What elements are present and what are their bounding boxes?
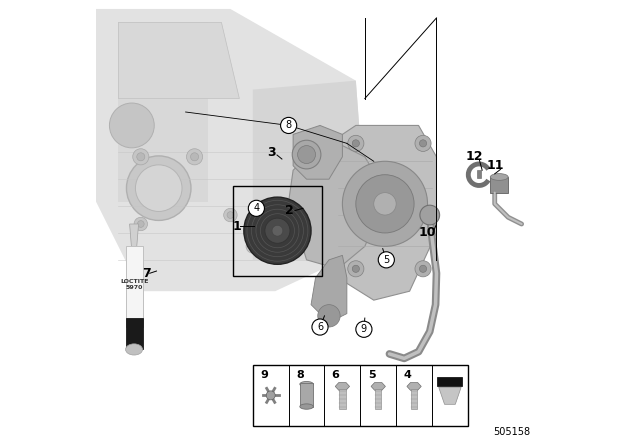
Polygon shape	[253, 81, 365, 260]
Polygon shape	[289, 143, 378, 269]
Circle shape	[266, 391, 275, 400]
Circle shape	[352, 265, 360, 272]
Polygon shape	[130, 224, 139, 246]
Circle shape	[127, 156, 191, 220]
Text: 11: 11	[487, 159, 504, 172]
Circle shape	[191, 153, 198, 161]
Text: 8: 8	[296, 370, 304, 380]
Text: 12: 12	[466, 150, 483, 164]
Circle shape	[298, 146, 316, 164]
Polygon shape	[293, 125, 342, 179]
Circle shape	[186, 149, 203, 165]
Circle shape	[378, 252, 394, 268]
Polygon shape	[329, 125, 436, 300]
Circle shape	[352, 140, 360, 147]
Bar	[375, 389, 381, 409]
Polygon shape	[371, 383, 385, 390]
Circle shape	[137, 153, 145, 161]
Ellipse shape	[490, 174, 508, 181]
Polygon shape	[439, 387, 461, 404]
Circle shape	[109, 103, 154, 148]
Circle shape	[292, 140, 321, 169]
Circle shape	[227, 212, 234, 219]
Bar	[300, 383, 314, 407]
Text: LOCTITE
5970: LOCTITE 5970	[120, 279, 148, 290]
Bar	[477, 170, 481, 178]
Polygon shape	[96, 9, 365, 291]
Text: 7: 7	[142, 267, 150, 280]
Circle shape	[224, 208, 237, 222]
Circle shape	[415, 135, 431, 151]
Bar	[437, 377, 463, 386]
Text: 5: 5	[368, 370, 375, 380]
Circle shape	[134, 217, 148, 231]
Text: 9: 9	[260, 370, 268, 380]
Bar	[125, 318, 143, 349]
Ellipse shape	[300, 382, 314, 387]
Polygon shape	[407, 383, 421, 390]
Text: 505158: 505158	[493, 427, 531, 437]
Polygon shape	[335, 383, 349, 390]
Polygon shape	[311, 255, 347, 323]
Text: 4: 4	[403, 370, 412, 380]
Bar	[253, 365, 468, 426]
Circle shape	[246, 240, 260, 253]
Polygon shape	[118, 22, 239, 99]
Circle shape	[244, 197, 311, 264]
Text: 5: 5	[383, 255, 389, 265]
Ellipse shape	[125, 344, 143, 355]
Text: 1: 1	[233, 220, 241, 233]
Circle shape	[272, 225, 283, 236]
Bar	[411, 389, 417, 409]
Circle shape	[356, 175, 414, 233]
Circle shape	[280, 117, 297, 134]
Ellipse shape	[300, 404, 314, 409]
Text: 6: 6	[317, 322, 323, 332]
Circle shape	[250, 243, 256, 250]
Circle shape	[419, 265, 427, 272]
Bar	[339, 389, 346, 409]
Text: 3: 3	[268, 146, 276, 159]
Text: 4: 4	[253, 203, 259, 213]
Circle shape	[374, 193, 396, 215]
Circle shape	[348, 135, 364, 151]
Bar	[233, 186, 323, 276]
Bar	[125, 246, 143, 327]
Circle shape	[132, 149, 149, 165]
Circle shape	[138, 221, 144, 228]
Text: 2: 2	[285, 204, 294, 217]
Circle shape	[342, 161, 428, 246]
Text: 6: 6	[332, 370, 340, 380]
Text: 9: 9	[361, 324, 367, 334]
Polygon shape	[490, 177, 508, 193]
Circle shape	[312, 319, 328, 335]
Text: 8: 8	[285, 121, 292, 130]
Circle shape	[420, 205, 440, 225]
Polygon shape	[118, 22, 208, 202]
Text: 10: 10	[419, 226, 436, 240]
Circle shape	[265, 218, 290, 243]
Circle shape	[356, 321, 372, 337]
Circle shape	[136, 165, 182, 211]
Circle shape	[248, 200, 264, 216]
Circle shape	[348, 261, 364, 277]
Circle shape	[318, 305, 340, 327]
Circle shape	[419, 140, 427, 147]
Circle shape	[415, 261, 431, 277]
